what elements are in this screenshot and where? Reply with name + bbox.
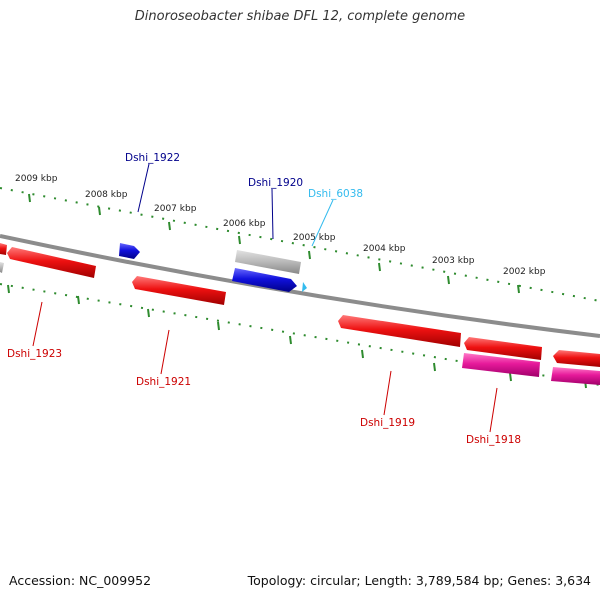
ruler-label-2003: 2003 kbp (432, 256, 475, 266)
ruler-label-2009: 2009 kbp (15, 174, 58, 184)
ruler-label-2006: 2006 kbp (223, 219, 266, 229)
gene-dshi-1921[interactable] (132, 276, 226, 305)
gene-pink-right[interactable] (551, 367, 600, 385)
gene-dshi-1920[interactable] (235, 250, 301, 274)
outer-ruler-ticks (28, 193, 520, 294)
ruler-label-2002: 2002 kbp (503, 267, 546, 277)
ruler-label-2004: 2004 kbp (363, 244, 406, 254)
genome-backbone (0, 234, 600, 338)
label-dshi-1921[interactable]: Dshi_1921 (136, 376, 191, 388)
ruler-label-2008: 2008 kbp (85, 190, 128, 200)
label-dshi-1922[interactable]: Dshi_1922 (125, 152, 180, 164)
genome-title: Dinoroseobacter shibae DFL 12, complete … (134, 9, 466, 24)
gene-dshi-1918[interactable] (462, 353, 540, 377)
ruler-label-2007: 2007 kbp (154, 204, 197, 214)
inner-ruler-ticks (7, 284, 587, 389)
ruler-label-2005: 2005 kbp (293, 233, 336, 243)
label-dshi-1920[interactable]: Dshi_1920 (248, 177, 303, 189)
gene-dshi-1923[interactable] (0, 243, 96, 278)
label-dshi-1923[interactable]: Dshi_1923 (7, 348, 62, 360)
accession-text: Accession: NC_009952 (9, 573, 152, 588)
outer-ruler (0, 187, 600, 302)
gene-red-right[interactable] (553, 350, 600, 367)
label-dshi-1918[interactable]: Dshi_1918 (466, 434, 521, 446)
label-leaders (32, 163, 498, 433)
gene-dshi-1919[interactable] (338, 315, 461, 347)
genome-summary-text: Topology: circular; Length: 3,789,584 bp… (247, 573, 591, 588)
gene-red-mid[interactable] (464, 337, 542, 360)
gene-dshi-1922[interactable] (119, 243, 140, 259)
label-dshi-1919[interactable]: Dshi_1919 (360, 417, 415, 429)
gene-dshi-6038[interactable] (302, 282, 307, 292)
gene-dshi-6038-body[interactable] (232, 268, 297, 292)
label-dshi-6038[interactable]: Dshi_6038 (308, 188, 363, 200)
